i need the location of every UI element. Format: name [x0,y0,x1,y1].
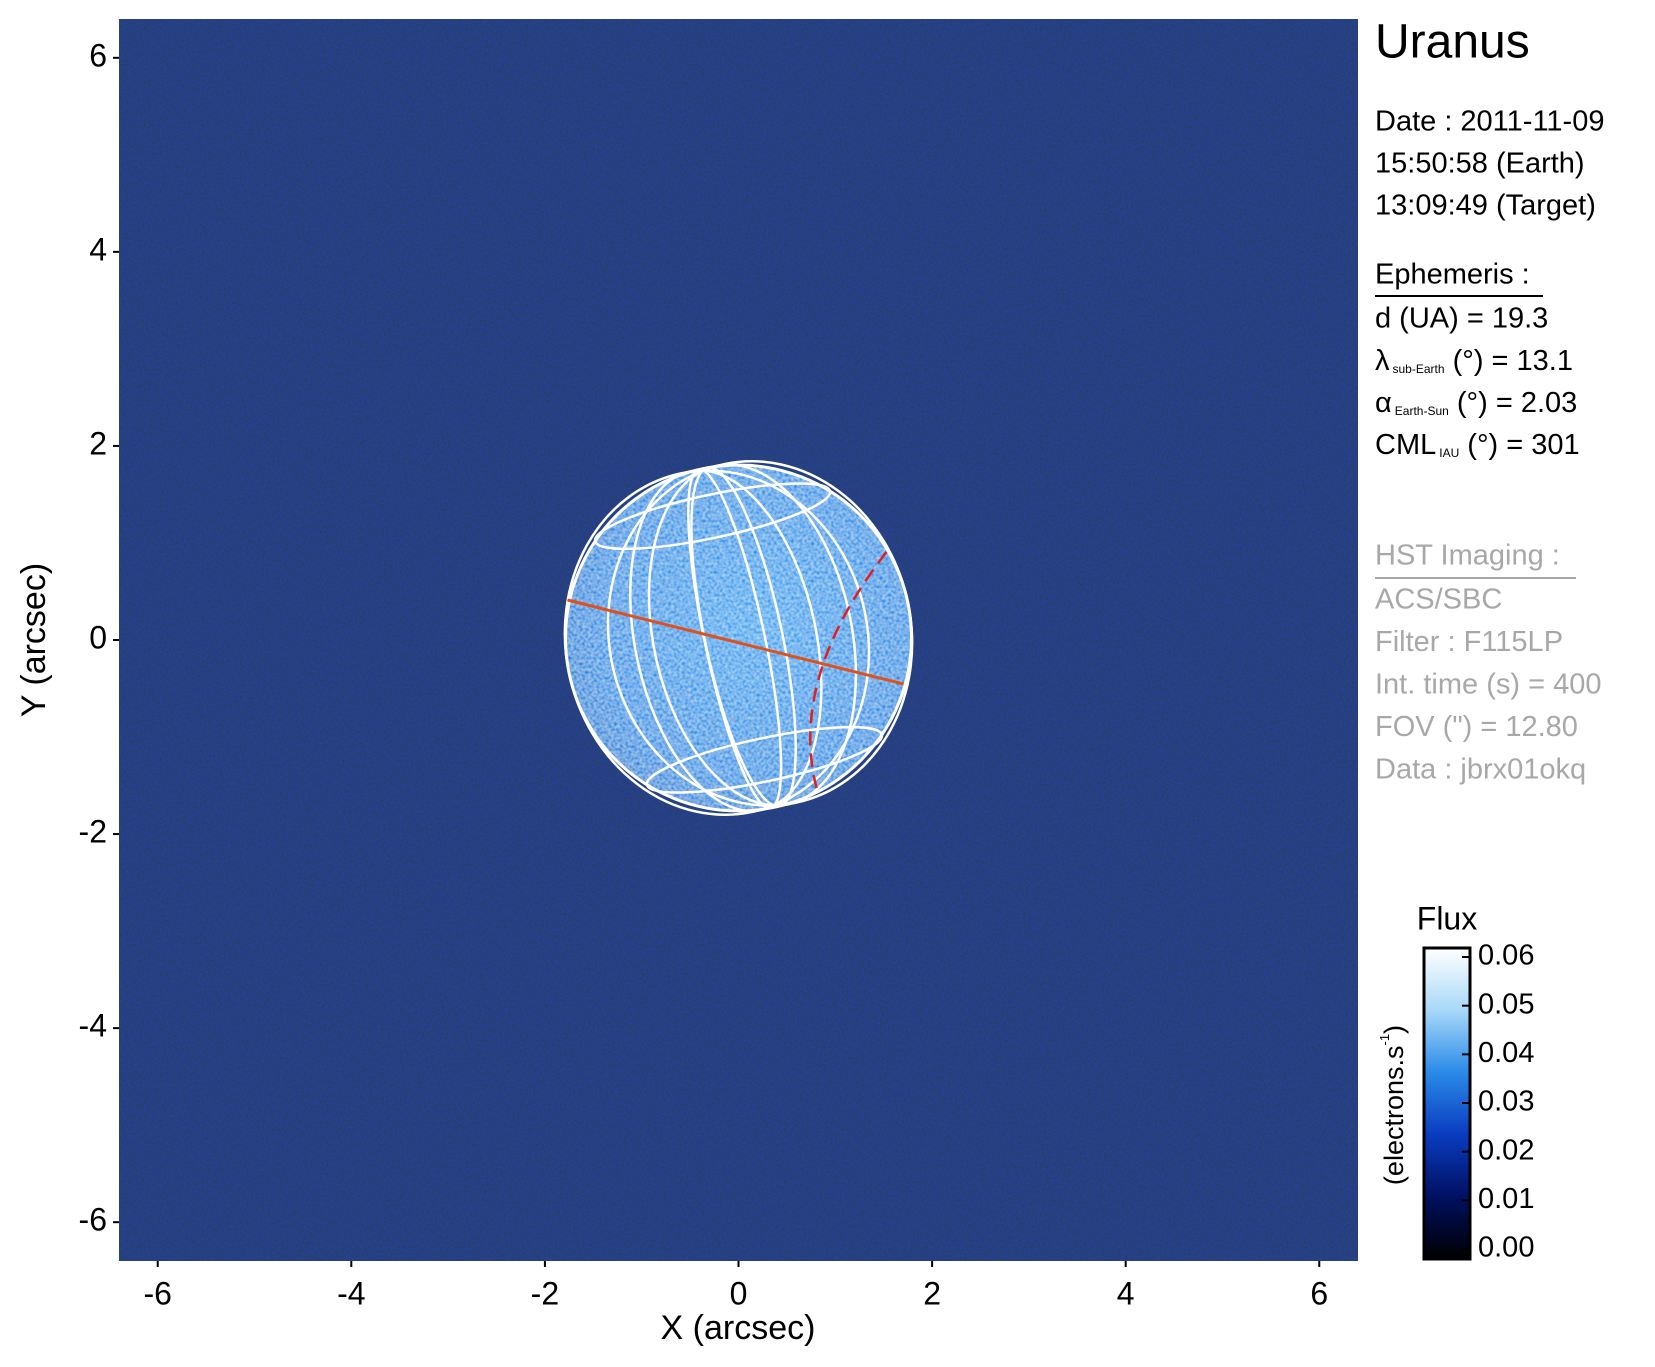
colorbar-tick-label: 0.02 [1478,1134,1534,1166]
symbol: α [1375,387,1392,419]
colorbar-tick-label: 0.00 [1478,1232,1534,1264]
ephemeris-title: Ephemeris : [1375,259,1530,291]
x-axis-label: X (arcsec) [661,1309,816,1347]
imaging-line: ACS/SBC [1375,584,1502,616]
terminator [809,551,888,789]
colorbar-title: Flux [1417,900,1477,936]
y-axis-label: Y (arcsec) [15,563,53,717]
y-tick-label: 0 [89,619,107,655]
unit-text: (electrons.s [1379,1046,1409,1186]
y-tick-label: 2 [89,425,107,461]
colorbar-tick-label: 0.03 [1478,1086,1534,1118]
y-tick-label: -2 [79,814,107,850]
planet [563,460,914,816]
unit-sup: -1 [1377,1034,1392,1046]
colorbar-tick-label: 0.04 [1478,1037,1534,1069]
symbol: CML [1375,429,1436,461]
subscript: Earth-Sun [1395,404,1449,418]
x-tick-label: -2 [531,1275,559,1311]
y-tick-label: 6 [89,37,107,73]
equator [567,598,904,686]
chart-title: Uranus [1375,16,1530,69]
colorbar-unit: (electrons.s-1) [1377,1025,1409,1185]
imaging-line: Int. time (s) = 400 [1375,669,1601,701]
ephemeris-line: CML IAU (°) = 301 [1375,429,1580,461]
y-tick-label: -6 [79,1202,107,1238]
x-tick-label: 6 [1310,1275,1328,1311]
subscript: sub-Earth [1393,362,1445,376]
colorbar-tick-label: 0.01 [1478,1183,1534,1215]
date-line: Date : 2011-11-09 [1375,106,1604,138]
imaging-title: HST Imaging : [1375,540,1560,572]
ephemeris-line: α Earth-Sun (°) = 2.03 [1375,387,1577,419]
imaging-line: Data : jbrx01okq [1375,754,1586,786]
ephemeris-line: λ sub-Earth (°) = 13.1 [1375,345,1573,377]
unit-end: ) [1379,1025,1409,1034]
x-tick-label: 4 [1117,1275,1135,1311]
value: (°) = 13.1 [1445,345,1573,377]
x-tick-label: 0 [730,1275,748,1311]
date-line: 15:50:58 (Earth) [1375,148,1585,180]
colorbar-tick-label: 0.05 [1478,988,1534,1020]
subscript: IAU [1439,446,1459,460]
limb [564,463,913,813]
imaging-line: FOV (") = 12.80 [1375,711,1578,743]
x-tick-label: -6 [143,1275,171,1311]
colorbar-tick-label: 0.06 [1478,940,1534,972]
y-tick-label: 4 [89,231,107,267]
x-tick-label: 2 [923,1275,941,1311]
symbol: λ [1375,345,1390,377]
ephemeris-line: d (UA) = 19.3 [1375,303,1548,335]
imaging-line: Filter : F115LP [1375,626,1563,658]
colorbar [1422,946,1472,1261]
x-tick-label: -4 [337,1275,365,1311]
y-tick-label: -4 [79,1008,107,1044]
value: (°) = 301 [1459,429,1579,461]
date-line: 13:09:49 (Target) [1375,190,1596,222]
value: (°) = 2.03 [1449,387,1577,419]
